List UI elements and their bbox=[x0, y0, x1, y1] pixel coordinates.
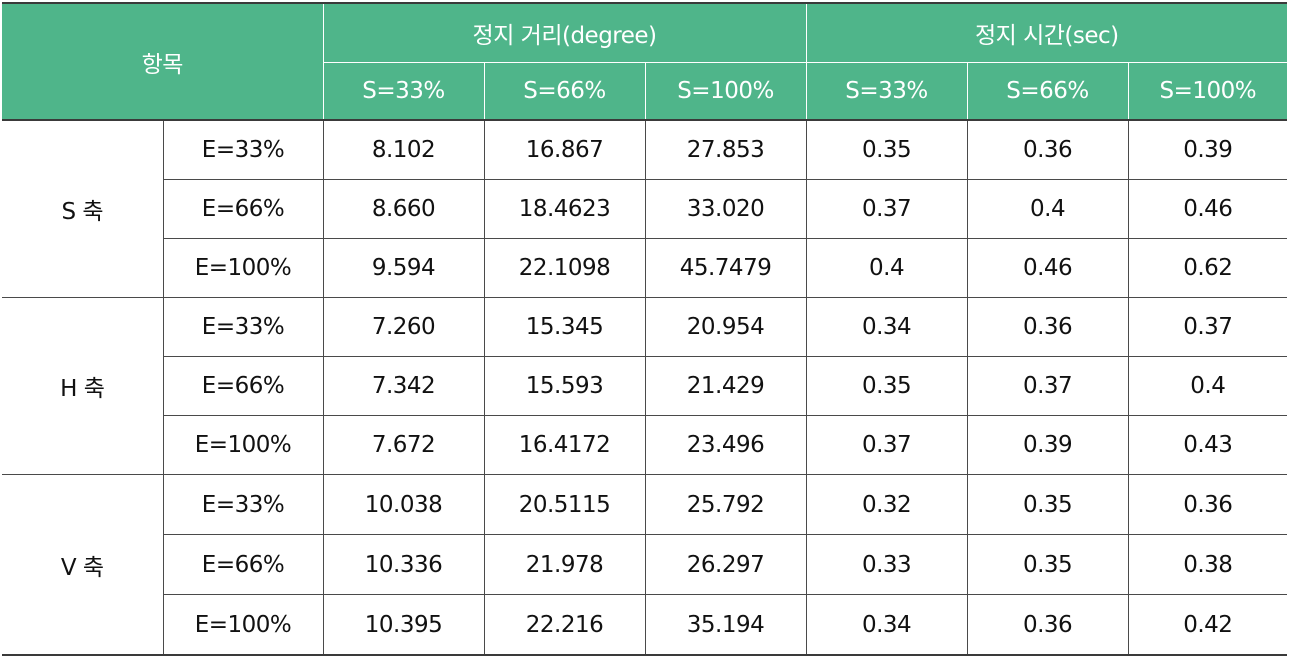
distance-cell: 22.216 bbox=[483, 594, 646, 657]
time-cell: 0.36 bbox=[1127, 474, 1288, 536]
distance-cell: 18.4623 bbox=[483, 178, 646, 239]
time-cell: 0.4 bbox=[966, 178, 1129, 239]
time-cell: 0.37 bbox=[1127, 296, 1288, 357]
table-row: E=66% 10.336 21.978 26.297 0.33 0.35 0.3… bbox=[2, 534, 1288, 596]
distance-cell: 15.593 bbox=[483, 355, 646, 417]
distance-cell: 16.867 bbox=[483, 119, 646, 180]
distance-cell: 15.345 bbox=[483, 296, 646, 357]
time-cell: 0.32 bbox=[805, 474, 968, 536]
distance-s33-header: S=33% bbox=[323, 61, 485, 121]
distance-cell: 23.496 bbox=[644, 415, 807, 476]
table-row: V 축 E=33% 10.038 20.5115 25.792 0.32 0.3… bbox=[2, 474, 1288, 657]
time-cell: 0.35 bbox=[805, 119, 968, 180]
time-s33-header: S=33% bbox=[805, 61, 968, 121]
time-cell: 0.36 bbox=[966, 594, 1129, 657]
time-cell: 0.62 bbox=[1127, 237, 1288, 298]
time-cell: 0.39 bbox=[1127, 119, 1288, 180]
distance-cell: 25.792 bbox=[644, 474, 807, 536]
table-row: E=100% 10.395 22.216 35.194 0.34 0.36 0.… bbox=[2, 594, 1288, 657]
e-level-cell: E=100% bbox=[163, 415, 324, 476]
time-cell: 0.34 bbox=[805, 296, 968, 357]
time-cell: 0.4 bbox=[805, 237, 968, 298]
time-cell: 0.46 bbox=[1127, 178, 1288, 239]
time-s66-header: S=66% bbox=[966, 61, 1129, 121]
table-row: S 축 E=33% 8.102 16.867 27.853 0.35 0.36 … bbox=[2, 119, 1288, 298]
e-level-cell: E=100% bbox=[163, 594, 324, 657]
distance-cell: 16.4172 bbox=[483, 415, 646, 476]
table-row: H 축 E=33% 7.260 15.345 20.954 0.34 0.36 … bbox=[2, 296, 1288, 476]
distance-cell: 8.660 bbox=[322, 178, 485, 239]
distance-cell: 22.1098 bbox=[483, 237, 646, 298]
distance-cell: 10.038 bbox=[322, 474, 485, 536]
table-row: E=66% 7.342 15.593 21.429 0.35 0.37 0.4 bbox=[2, 355, 1288, 417]
e-level-cell: E=33% bbox=[162, 474, 324, 536]
e-level-cell: E=100% bbox=[163, 237, 324, 298]
axis-label-h: H 축 bbox=[2, 296, 164, 476]
time-cell: 0.35 bbox=[966, 474, 1129, 536]
distance-s100-header: S=100% bbox=[644, 61, 807, 121]
e-level-cell: E=33% bbox=[162, 119, 324, 180]
distance-cell: 10.336 bbox=[322, 534, 485, 596]
time-cell: 0.4 bbox=[1127, 355, 1288, 417]
time-cell: 0.34 bbox=[805, 594, 968, 657]
distance-cell: 45.7479 bbox=[644, 237, 807, 298]
distance-cell: 10.395 bbox=[322, 594, 485, 657]
time-cell: 0.36 bbox=[966, 119, 1129, 180]
stop-distance-header: 정지 거리(degree) bbox=[322, 2, 807, 63]
time-s100-header: S=100% bbox=[1127, 61, 1288, 121]
axis-label-v: V 축 bbox=[2, 474, 164, 657]
distance-cell: 7.260 bbox=[322, 296, 485, 357]
distance-cell: 7.342 bbox=[322, 355, 485, 417]
axis-label-s: S 축 bbox=[2, 119, 164, 298]
time-cell: 0.36 bbox=[966, 296, 1129, 357]
time-cell: 0.37 bbox=[805, 178, 968, 239]
distance-cell: 33.020 bbox=[644, 178, 807, 239]
distance-cell: 21.978 bbox=[483, 534, 646, 596]
time-cell: 0.38 bbox=[1127, 534, 1288, 596]
stop-time-header: 정지 시간(sec) bbox=[805, 2, 1288, 63]
distance-cell: 8.102 bbox=[322, 119, 485, 180]
table-row: E=66% 8.660 18.4623 33.020 0.37 0.4 0.46 bbox=[2, 178, 1288, 239]
distance-cell: 35.194 bbox=[644, 594, 807, 657]
e-level-cell: E=66% bbox=[163, 355, 324, 417]
distance-cell: 21.429 bbox=[644, 355, 807, 417]
e-level-cell: E=66% bbox=[163, 178, 324, 239]
distance-cell: 20.5115 bbox=[483, 474, 646, 536]
distance-s66-header: S=66% bbox=[483, 61, 646, 121]
time-cell: 0.46 bbox=[966, 237, 1129, 298]
e-level-cell: E=66% bbox=[163, 534, 324, 596]
table-body: S 축 E=33% 8.102 16.867 27.853 0.35 0.36 … bbox=[2, 119, 1288, 657]
item-header: 항목 bbox=[2, 2, 324, 121]
distance-cell: 7.672 bbox=[322, 415, 485, 476]
e-level-cell: E=33% bbox=[162, 296, 324, 357]
time-cell: 0.35 bbox=[966, 534, 1129, 596]
distance-cell: 26.297 bbox=[644, 534, 807, 596]
time-cell: 0.37 bbox=[805, 415, 968, 476]
table-row: E=100% 7.672 16.4172 23.496 0.37 0.39 0.… bbox=[2, 415, 1288, 476]
table-row: E=100% 9.594 22.1098 45.7479 0.4 0.46 0.… bbox=[2, 237, 1288, 298]
table-header: 항목 정지 거리(degree) 정지 시간(sec) S=33% S=66% … bbox=[2, 2, 1288, 121]
distance-cell: 9.594 bbox=[322, 237, 485, 298]
time-cell: 0.39 bbox=[966, 415, 1129, 476]
distance-cell: 20.954 bbox=[644, 296, 807, 357]
time-cell: 0.43 bbox=[1127, 415, 1288, 476]
time-cell: 0.33 bbox=[805, 534, 968, 596]
time-cell: 0.37 bbox=[966, 355, 1129, 417]
distance-cell: 27.853 bbox=[644, 119, 807, 180]
time-cell: 0.42 bbox=[1127, 594, 1288, 657]
time-cell: 0.35 bbox=[805, 355, 968, 417]
